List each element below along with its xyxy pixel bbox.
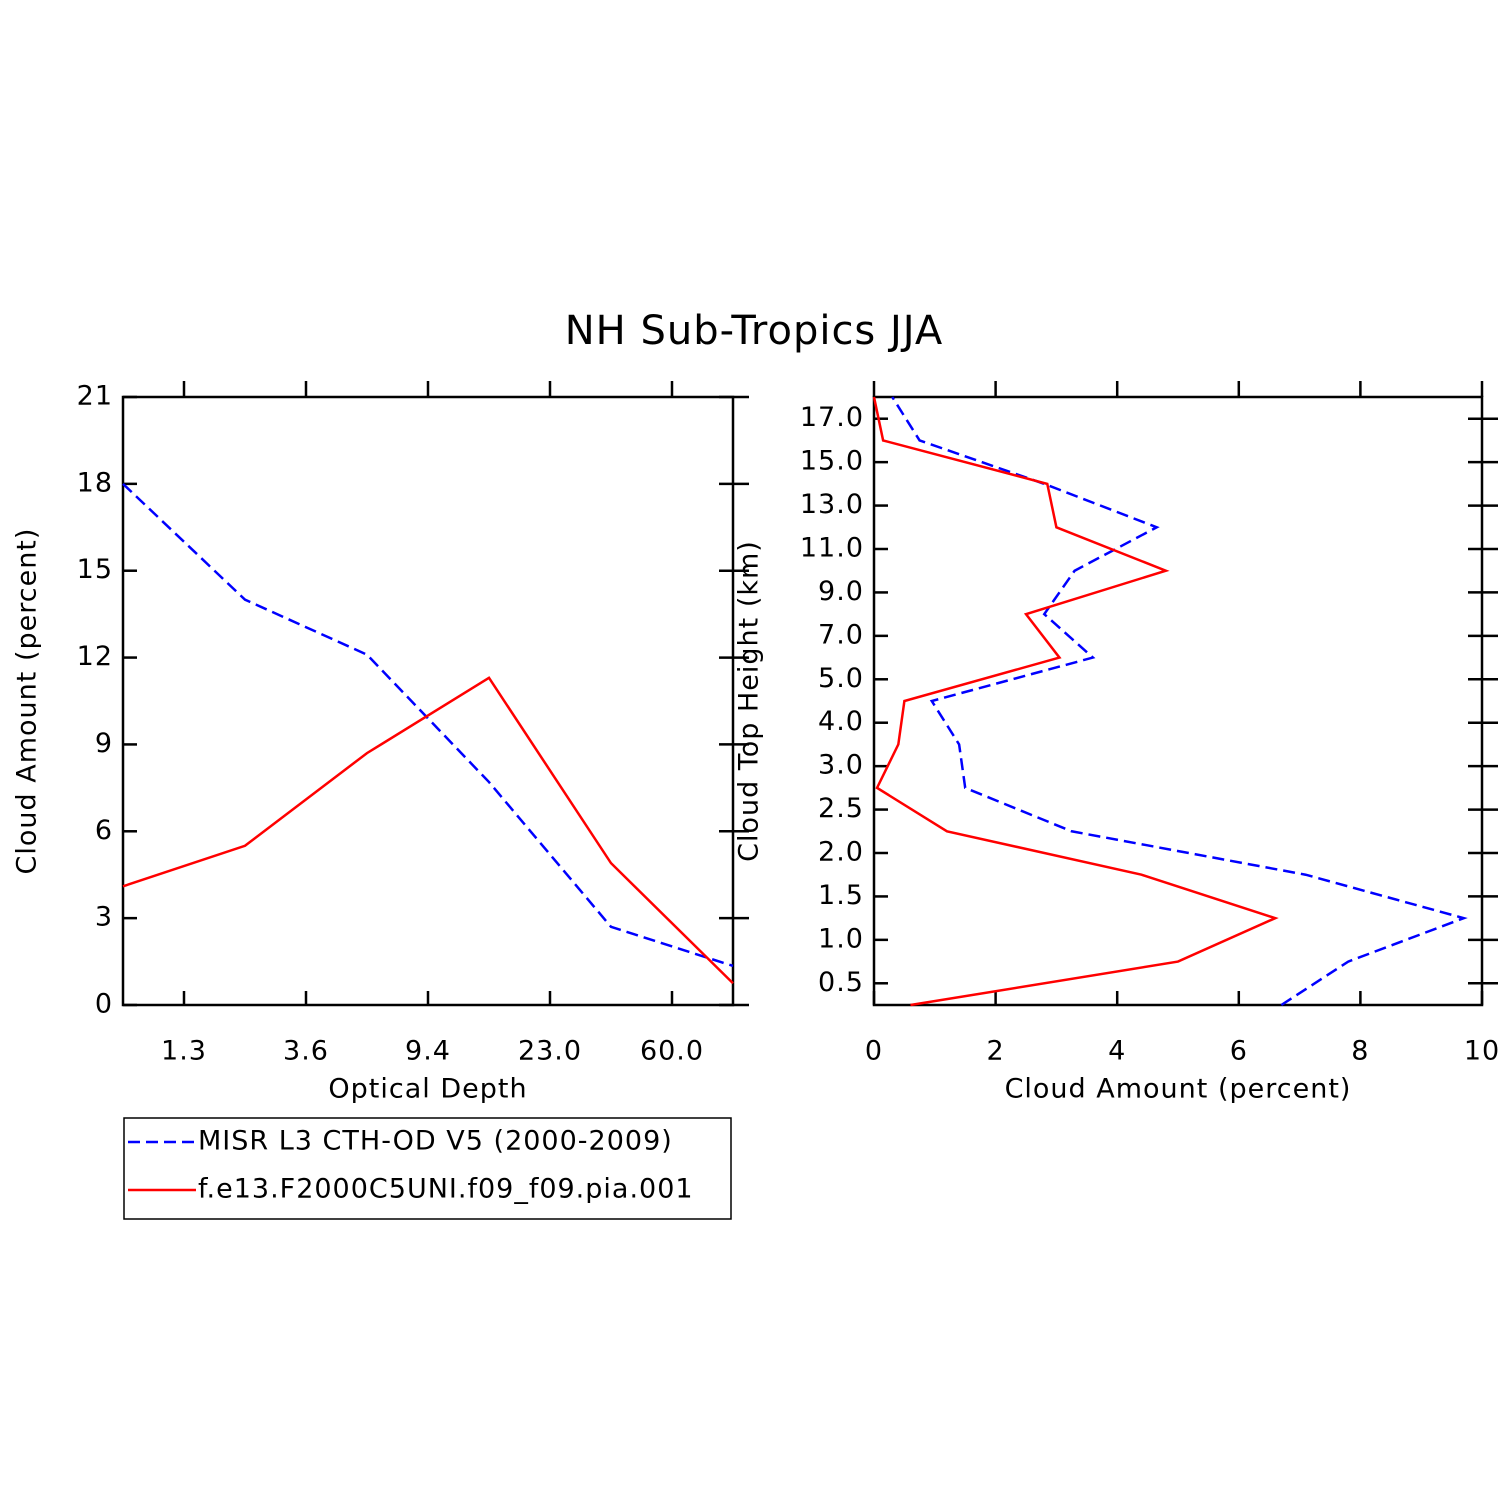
y-tick-label: 15.0 (800, 446, 864, 477)
y-tick-label: 2.5 (818, 793, 864, 824)
x-tick-label: 4 (1108, 1036, 1126, 1067)
y-tick-label: 5.0 (818, 663, 864, 694)
y-tick-label: 12 (77, 641, 113, 672)
y-tick-label: 3 (95, 902, 113, 933)
x-axis-label: Optical Depth (328, 1074, 527, 1105)
legend-box (123, 1117, 732, 1220)
y-tick-label: 9 (95, 728, 113, 759)
series-line (122, 676, 734, 985)
y-tick-label: 6 (95, 815, 113, 846)
y-tick-label: 17.0 (800, 402, 864, 433)
y-tick-label: 0 (95, 989, 113, 1020)
y-tick-label: 2.0 (818, 837, 864, 868)
y-axis-label: Cloud Top Height (km) (734, 540, 765, 862)
x-axis-label: Cloud Amount (percent) (1005, 1074, 1352, 1105)
x-tick-label: 3.6 (283, 1036, 329, 1067)
x-tick-label: 2 (987, 1036, 1005, 1067)
x-tick-label: 60.0 (640, 1036, 704, 1067)
y-tick-label: 1.5 (818, 880, 864, 911)
y-tick-label: 4.0 (818, 706, 864, 737)
y-tick-label: 11.0 (800, 533, 864, 564)
y-tick-label: 1.0 (818, 923, 864, 954)
x-tick-label: 8 (1351, 1036, 1369, 1067)
y-axis-label: Cloud Amount (percent) (12, 528, 43, 875)
chart-title: NH Sub-Tropics JJA (565, 308, 944, 354)
x-tick-label: 9.4 (405, 1036, 451, 1067)
plot-frame (872, 395, 1484, 1007)
y-tick-label: 9.0 (818, 576, 864, 607)
y-tick-label: 21 (77, 381, 113, 412)
x-tick-label: 1.3 (161, 1036, 207, 1067)
legend-label: f.e13.F2000C5UNI.f09_f09.pia.001 (198, 1174, 694, 1205)
y-tick-label: 18 (77, 467, 113, 498)
y-tick-label: 7.0 (818, 619, 864, 650)
series-line (891, 396, 1468, 1007)
x-tick-label: 23.0 (518, 1036, 582, 1067)
x-tick-label: 6 (1230, 1036, 1248, 1067)
legend-label: MISR L3 CTH-OD V5 (2000-2009) (198, 1126, 673, 1157)
series-line (122, 482, 734, 968)
y-tick-label: 0.5 (818, 967, 864, 998)
y-tick-label: 13.0 (800, 489, 864, 520)
x-tick-label: 10 (1464, 1036, 1500, 1067)
series-line (872, 396, 1279, 1007)
y-tick-label: 15 (77, 554, 113, 585)
y-tick-label: 3.0 (818, 750, 864, 781)
x-tick-label: 0 (865, 1036, 883, 1067)
